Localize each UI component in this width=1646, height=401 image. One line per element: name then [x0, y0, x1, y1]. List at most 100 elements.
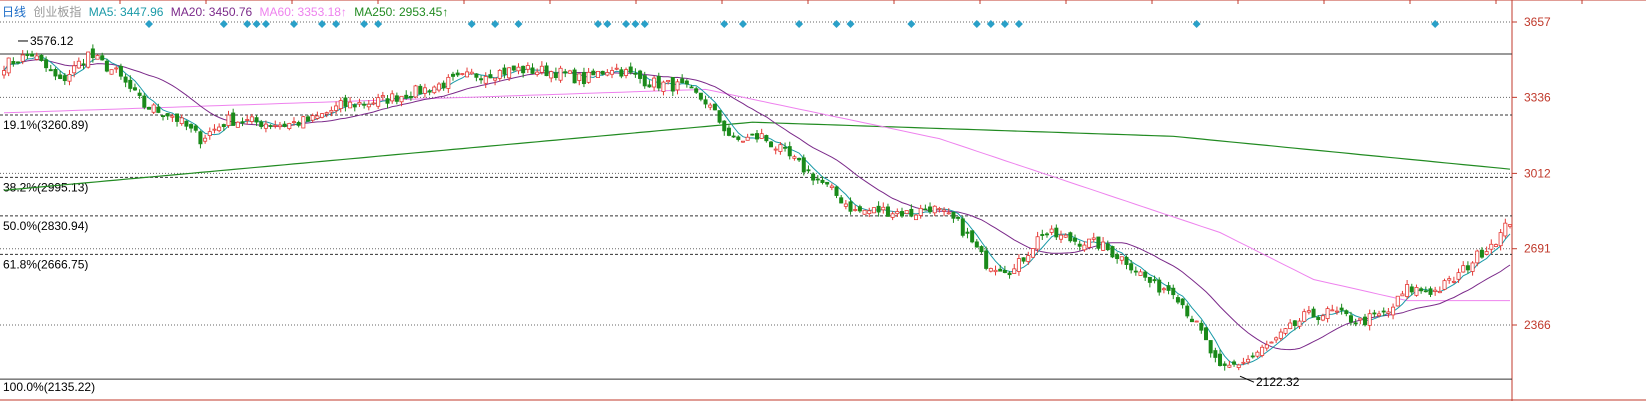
- candle: [1143, 270, 1148, 281]
- candle-body: [544, 65, 549, 77]
- candle-body: [380, 95, 385, 98]
- candle-body: [404, 94, 409, 99]
- candle-body: [1087, 238, 1092, 248]
- event-marker-icon: [1000, 20, 1009, 28]
- candle-body: [441, 82, 446, 89]
- candle: [834, 186, 839, 199]
- candle: [189, 123, 194, 133]
- candle: [221, 123, 226, 131]
- candle: [296, 120, 301, 128]
- candle: [352, 103, 357, 112]
- candle-body: [39, 54, 44, 61]
- candle: [376, 93, 381, 109]
- candle: [1161, 287, 1166, 294]
- candle: [642, 71, 647, 89]
- candle: [1456, 268, 1461, 283]
- candle-body: [1503, 222, 1508, 237]
- candle-body: [1124, 256, 1129, 265]
- candle: [1138, 269, 1143, 276]
- candle: [1367, 309, 1372, 331]
- candle-body: [1414, 287, 1419, 296]
- candle-body: [207, 131, 212, 136]
- candle-body: [979, 246, 984, 253]
- candle: [759, 128, 764, 139]
- candle-body: [268, 125, 273, 127]
- candle: [1451, 276, 1456, 284]
- candle-body: [221, 124, 226, 128]
- candle-body: [1091, 237, 1096, 240]
- candle: [689, 84, 694, 89]
- candle: [951, 211, 956, 223]
- candle: [1007, 271, 1012, 279]
- candle: [558, 65, 563, 83]
- candle: [348, 97, 353, 109]
- candle-body: [1138, 271, 1143, 276]
- candle: [291, 117, 296, 126]
- candle: [530, 63, 535, 75]
- candle-body: [109, 69, 114, 75]
- candle: [1035, 231, 1040, 253]
- candle: [984, 246, 989, 271]
- candle-body: [1059, 234, 1064, 240]
- candle: [161, 115, 166, 121]
- candle: [95, 54, 100, 60]
- candle: [44, 56, 49, 72]
- candle: [1423, 286, 1428, 293]
- period-label[interactable]: 日线: [2, 5, 27, 19]
- candle-body: [1119, 256, 1124, 261]
- candle: [1119, 256, 1124, 265]
- candle: [932, 205, 937, 217]
- candle: [567, 69, 572, 74]
- candle: [638, 69, 643, 84]
- candle: [1049, 225, 1054, 236]
- candle: [1465, 261, 1470, 274]
- candle: [465, 67, 470, 78]
- candle-body: [680, 78, 685, 84]
- candle: [755, 130, 760, 143]
- candle: [175, 113, 180, 127]
- candle: [862, 209, 867, 215]
- candle-body: [624, 69, 629, 76]
- candle-body: [1348, 315, 1353, 323]
- candle-body: [1199, 322, 1204, 331]
- candle: [787, 141, 792, 160]
- event-marker-icon: [1431, 20, 1440, 28]
- candle: [656, 72, 661, 92]
- fib-label: 100.0%(2135.22): [3, 380, 95, 394]
- candle: [549, 70, 554, 83]
- candle: [928, 202, 933, 214]
- candle-body: [1465, 265, 1470, 271]
- candle-body: [876, 205, 881, 213]
- y-tick-label: 3336: [1524, 90, 1551, 104]
- candle-body: [100, 55, 105, 61]
- candle: [137, 89, 142, 99]
- event-marker-icon: [261, 20, 270, 28]
- candle: [1414, 284, 1419, 297]
- candle: [731, 132, 736, 138]
- candle-body: [1218, 353, 1223, 366]
- candle-body: [146, 106, 151, 110]
- candle-body: [820, 179, 825, 183]
- candle-body: [755, 133, 760, 140]
- candle: [245, 115, 250, 125]
- candle: [1012, 263, 1017, 274]
- candle: [1260, 344, 1265, 358]
- candle: [1110, 245, 1115, 259]
- candle: [413, 84, 418, 99]
- candle-body: [399, 95, 404, 103]
- candle: [563, 68, 568, 78]
- candle: [1068, 231, 1073, 243]
- candle: [1325, 306, 1330, 323]
- candle: [801, 154, 806, 176]
- candle-body: [1278, 331, 1283, 339]
- candle-body: [1255, 351, 1260, 357]
- candle: [993, 265, 998, 276]
- candle-body: [1171, 287, 1176, 296]
- candle-body: [310, 115, 315, 121]
- candle: [708, 102, 713, 111]
- candle-body: [563, 71, 568, 74]
- event-marker-icon: [514, 20, 523, 28]
- candle: [235, 121, 240, 128]
- candle: [1133, 266, 1138, 276]
